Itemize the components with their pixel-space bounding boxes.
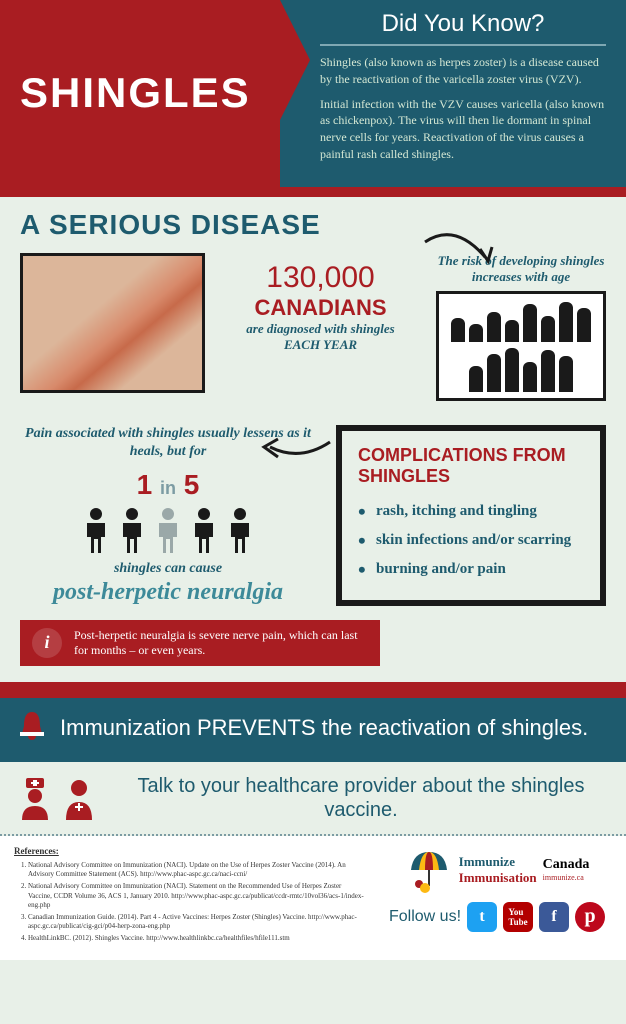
complication-item: skin infections and/or scarring	[358, 526, 584, 555]
intro-para-2: Initial infection with the VZV causes va…	[320, 96, 606, 163]
complication-item: rash, itching and tingling	[358, 497, 584, 526]
talk-bar: Talk to your healthcare provider about t…	[0, 762, 626, 836]
silhouette-person	[505, 348, 519, 392]
complications-box: Complications from Shingles rash, itchin…	[336, 425, 606, 606]
arrow-icon	[420, 217, 500, 277]
header: SHINGLES Did You Know? Shingles (also kn…	[0, 0, 626, 187]
reference-item: National Advisory Committee on Immunizat…	[28, 861, 366, 879]
did-you-know-heading: Did You Know?	[320, 10, 606, 46]
complications-title: Complications from Shingles	[358, 445, 584, 487]
silhouette-person	[559, 356, 573, 392]
info-text: Post-herpetic neuralgia is severe nerve …	[74, 628, 368, 658]
person-icon	[153, 507, 183, 555]
stat-sub-2: EACH YEAR	[219, 337, 422, 353]
intro-para-1: Shingles (also known as herpes zoster) i…	[320, 54, 606, 88]
healthcare-icons	[16, 776, 98, 820]
logo-en: Immunize	[459, 854, 515, 869]
divider-bar	[0, 682, 626, 698]
page-title: SHINGLES	[20, 69, 251, 117]
twitter-icon[interactable]: t	[467, 902, 497, 932]
people-icons	[20, 507, 316, 555]
silhouette-person	[541, 350, 555, 392]
info-icon: i	[32, 628, 62, 658]
facebook-icon[interactable]: f	[539, 902, 569, 932]
serious-heading: A Serious Disease	[20, 209, 606, 241]
reference-item: National Advisory Committee on Immunizat…	[28, 882, 366, 909]
silhouette-person	[487, 312, 501, 342]
stat-sub-1: are diagnosed with shingles	[219, 321, 422, 337]
person-icon	[225, 507, 255, 555]
silhouette-person	[469, 366, 483, 392]
reference-item: HealthLinkBC. (2012). Shingles Vaccine. …	[28, 934, 366, 943]
rash-photo	[20, 253, 205, 393]
site-url: immunize.ca	[543, 873, 590, 882]
talk-text: Talk to your healthcare provider about t…	[112, 774, 610, 822]
canada-text: Canada	[543, 857, 590, 873]
intro-text: Shingles (also known as herpes zoster) i…	[320, 54, 606, 163]
silhouette-person	[523, 304, 537, 342]
silhouette-person	[505, 320, 519, 342]
person-icon	[117, 507, 147, 555]
silhouette-person	[469, 324, 483, 342]
silhouette-person	[577, 308, 591, 342]
complication-item: burning and/or pain	[358, 555, 584, 584]
silhouette-image	[436, 291, 606, 401]
silhouette-person	[487, 354, 501, 392]
follow-label: Follow us!	[389, 908, 461, 926]
five: 5	[184, 469, 200, 500]
neuralgia-text: post-herpetic neuralgia	[20, 579, 316, 605]
reference-item: Canadian Immunization Guide. (2014). Par…	[28, 913, 366, 931]
silhouette-person	[541, 316, 555, 342]
stat-canadians: CANADIANS	[219, 295, 422, 321]
in: in	[160, 478, 176, 498]
silhouette-person	[559, 302, 573, 342]
doctor-icon	[60, 776, 98, 820]
info-bar: i Post-herpetic neuralgia is severe nerv…	[20, 620, 380, 666]
references-list: National Advisory Committee on Immunizat…	[14, 861, 366, 943]
stat-number: 130,000	[219, 261, 422, 295]
page-title-ribbon: SHINGLES	[0, 0, 280, 187]
footer-logos: Immunize Immunisation Canada immunize.ca…	[382, 846, 612, 946]
pinterest-icon[interactable]: p	[575, 902, 605, 932]
logo-fr: Immunisation	[459, 870, 537, 885]
header-right: Did You Know? Shingles (also known as he…	[280, 0, 626, 187]
references-title: References:	[14, 846, 366, 858]
bell-icon	[16, 708, 48, 748]
immunization-banner: Immunization PREVENTS the reactivation o…	[0, 698, 626, 762]
complications-list: rash, itching and tinglingskin infection…	[358, 497, 584, 584]
cause-text: shingles can cause	[20, 561, 316, 577]
person-icon	[189, 507, 219, 555]
arrow-icon	[260, 427, 340, 477]
one: 1	[137, 469, 153, 500]
youtube-icon[interactable]: YouTube	[503, 902, 533, 932]
divider-bar	[0, 187, 626, 197]
serious-disease-section: A Serious Disease 130,000 CANADIANS are …	[0, 197, 626, 682]
stat-box: 130,000 CANADIANS are diagnosed with shi…	[219, 253, 422, 353]
references-section: References: National Advisory Committee …	[0, 836, 626, 960]
umbrella-icon	[405, 846, 453, 894]
person-icon	[81, 507, 111, 555]
nurse-icon	[16, 776, 54, 820]
immunization-text: Immunization PREVENTS the reactivation o…	[60, 715, 588, 741]
silhouette-person	[523, 362, 537, 392]
silhouette-person	[451, 318, 465, 342]
